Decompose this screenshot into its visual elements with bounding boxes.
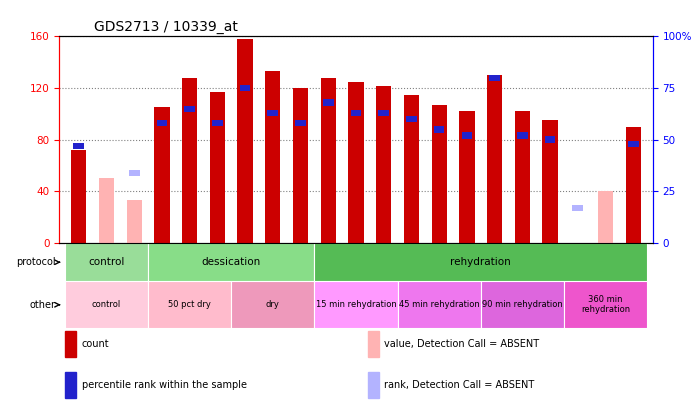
Bar [542,120,558,243]
Text: percentile rank within the sample: percentile rank within the sample [82,380,247,390]
Bar [564,281,647,328]
Bar [431,105,447,243]
Bar [376,85,392,243]
Bar [320,78,336,243]
Bar [348,82,364,243]
Bar [378,110,389,116]
Bar [65,281,148,328]
Bar [404,94,419,243]
Bar [66,372,76,398]
Bar [517,132,528,139]
Bar [295,120,306,126]
Bar [154,107,170,243]
Bar [314,243,647,281]
Bar [481,281,564,328]
Text: count: count [82,339,110,349]
Bar [148,243,314,281]
Bar [265,71,281,243]
Bar [489,75,500,81]
Bar [350,110,362,116]
Text: 45 min rehydration: 45 min rehydration [399,300,480,309]
Bar [625,127,641,243]
Text: protocol: protocol [16,257,56,267]
Bar [323,99,334,106]
Bar [156,120,168,126]
Bar [73,143,84,149]
Bar [628,141,639,147]
Bar [406,116,417,122]
Bar [212,120,223,126]
Bar [434,126,445,132]
Bar [66,331,76,357]
Bar [293,88,308,243]
Bar [231,281,314,328]
Text: 360 min
rehydration: 360 min rehydration [581,295,630,314]
Bar [65,243,148,281]
Bar [239,85,251,91]
Text: 50 pct dry: 50 pct dry [168,300,211,309]
Bar [237,39,253,243]
Text: 90 min rehydration: 90 min rehydration [482,300,563,309]
Bar [126,200,142,243]
Bar [398,281,481,328]
Text: control: control [92,300,121,309]
Bar [71,150,87,243]
Bar [148,281,231,328]
Bar [598,192,613,243]
Text: 15 min rehydration: 15 min rehydration [315,300,396,309]
Text: GDS2713 / 10339_at: GDS2713 / 10339_at [94,20,238,34]
Text: control: control [88,257,125,267]
Bar [184,106,195,112]
Bar [99,179,114,243]
Text: rehydration: rehydration [450,257,511,267]
Bar [514,111,530,243]
Text: value, Detection Call = ABSENT: value, Detection Call = ABSENT [385,339,540,349]
Bar [314,281,398,328]
Bar [544,136,556,143]
Bar [487,75,503,243]
Bar [182,78,198,243]
Text: dry: dry [266,300,280,309]
Text: rank, Detection Call = ABSENT: rank, Detection Call = ABSENT [385,380,535,390]
Bar [368,331,378,357]
Bar [572,205,583,211]
Bar [129,170,140,176]
Bar [368,372,378,398]
Bar [459,111,475,243]
Bar [461,132,473,139]
Text: dessication: dessication [202,257,261,267]
Bar [267,110,278,116]
Text: other: other [30,300,56,310]
Bar [209,92,225,243]
